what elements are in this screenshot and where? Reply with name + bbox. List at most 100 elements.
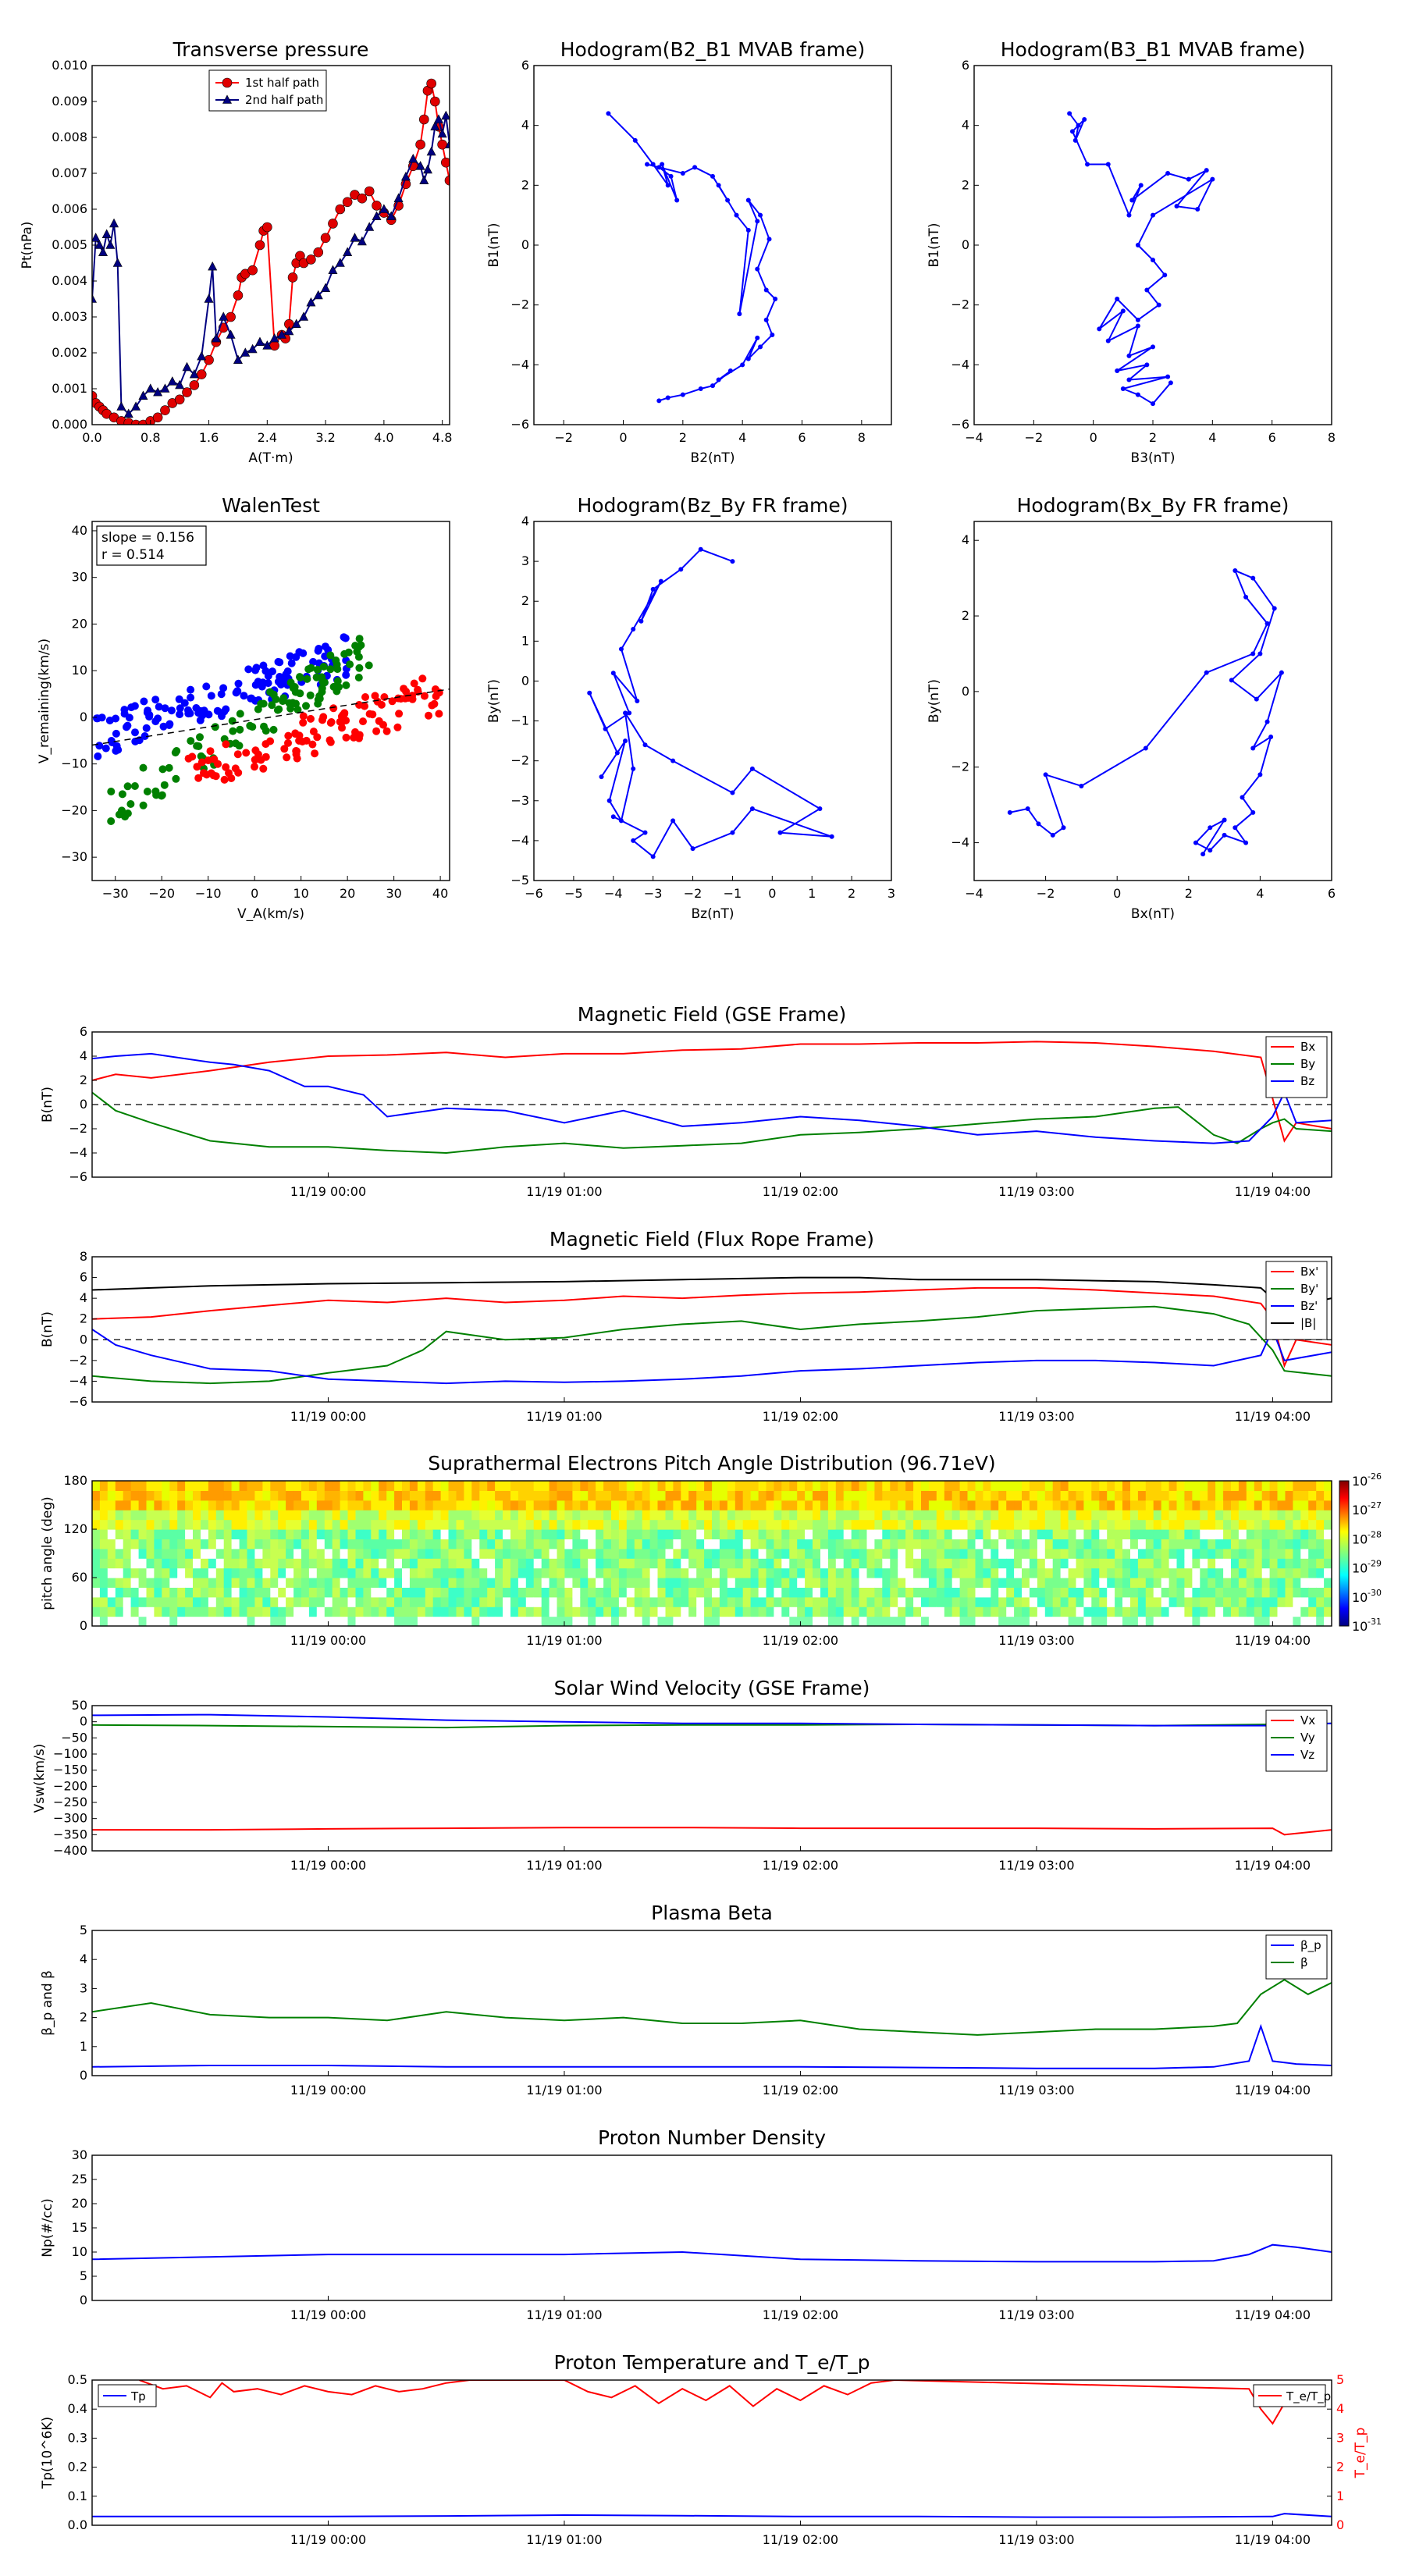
heatmap-cell xyxy=(456,1490,464,1501)
heatmap-cell xyxy=(998,1578,1007,1588)
heatmap-cell xyxy=(1168,1500,1178,1510)
heatmap-cell xyxy=(1068,1548,1077,1559)
heatmap-cell xyxy=(866,1616,875,1627)
heatmap-cell xyxy=(1316,1539,1325,1550)
heatmap-cell xyxy=(1137,1510,1147,1521)
heatmap-cell xyxy=(843,1529,852,1539)
heatmap-cell xyxy=(913,1596,922,1607)
heatmap-cell xyxy=(696,1587,705,1598)
heatmap-cell xyxy=(588,1606,596,1617)
heatmap-cell xyxy=(688,1558,697,1569)
heatmap-cell xyxy=(471,1529,480,1539)
heatmap-cell xyxy=(464,1510,472,1521)
heatmap-cell xyxy=(1083,1529,1092,1539)
heatmap-cell xyxy=(371,1490,379,1501)
heatmap-cell xyxy=(270,1519,279,1530)
heatmap-cell xyxy=(766,1519,774,1530)
heatmap-cell xyxy=(1277,1558,1286,1569)
heatmap-cell xyxy=(851,1578,860,1588)
data-point xyxy=(325,736,334,745)
heatmap-cell xyxy=(316,1481,325,1491)
heatmap-cell xyxy=(580,1510,589,1521)
heatmap-cell xyxy=(1068,1606,1077,1617)
data-point xyxy=(335,258,345,267)
heatmap-cell xyxy=(495,1578,503,1588)
heatmap-cell xyxy=(487,1567,496,1578)
x-tick-label: −1 xyxy=(724,886,742,901)
heatmap-cell xyxy=(495,1567,503,1578)
heatmap-cell xyxy=(115,1519,124,1530)
heatmap-cell xyxy=(1308,1567,1317,1578)
heatmap-cell xyxy=(1215,1606,1224,1617)
heatmap-cell xyxy=(1277,1616,1286,1627)
data-point xyxy=(758,212,763,218)
data-point xyxy=(1043,772,1048,777)
heatmap-cell xyxy=(215,1596,225,1607)
heatmap-cell xyxy=(843,1539,852,1550)
heatmap-cell xyxy=(425,1500,434,1510)
heatmap-cell xyxy=(1014,1519,1023,1530)
x-tick-label: 20 xyxy=(340,886,355,901)
heatmap-cell xyxy=(1060,1500,1069,1510)
heatmap-cell xyxy=(417,1490,426,1501)
heatmap-cell xyxy=(774,1539,782,1550)
heatmap-cell xyxy=(983,1519,991,1530)
data-point xyxy=(251,666,260,674)
data-point xyxy=(160,781,169,789)
heatmap-cell xyxy=(1208,1587,1216,1598)
heatmap-cell xyxy=(525,1500,535,1510)
heatmap-cell xyxy=(983,1548,991,1559)
heatmap-cell xyxy=(742,1500,752,1510)
heatmap-cell xyxy=(193,1578,201,1588)
heatmap-cell xyxy=(1145,1539,1154,1550)
heatmap-cell xyxy=(1200,1578,1208,1588)
data-point xyxy=(1240,795,1245,800)
heatmap-cell xyxy=(557,1519,565,1530)
heatmap-cell xyxy=(177,1500,186,1510)
data-point xyxy=(372,727,381,735)
heatmap-cell xyxy=(1308,1606,1317,1617)
y-tick-label: 5 xyxy=(80,1923,87,1937)
heatmap-cell xyxy=(1006,1606,1015,1617)
heatmap-cell xyxy=(750,1510,759,1521)
heatmap-cell xyxy=(820,1606,829,1617)
heatmap-cell xyxy=(1076,1558,1084,1569)
heatmap-cell xyxy=(649,1567,659,1578)
heatmap-cell xyxy=(673,1596,681,1607)
heatmap-cell xyxy=(936,1539,945,1550)
heatmap-cell xyxy=(208,1587,217,1598)
x-tick-label: −2 xyxy=(554,430,573,445)
x-tick-label: 4.8 xyxy=(432,430,452,445)
data-point xyxy=(138,419,148,425)
heatmap-cell xyxy=(1316,1587,1325,1598)
heatmap-cell xyxy=(185,1606,194,1617)
heatmap-cell xyxy=(704,1481,713,1491)
heatmap-cell xyxy=(789,1490,798,1501)
data-point xyxy=(1268,735,1274,739)
x-tick-label: 6 xyxy=(798,430,806,445)
y-axis-label: Pt(nPa) xyxy=(20,222,35,269)
heatmap-cell xyxy=(301,1548,310,1559)
heatmap-cell xyxy=(1168,1606,1178,1617)
heatmap-cell xyxy=(665,1616,674,1627)
y-tick-label: −400 xyxy=(53,1843,87,1858)
heatmap-cell xyxy=(371,1596,379,1607)
heatmap-cell xyxy=(1052,1578,1062,1588)
heatmap-cell xyxy=(1161,1500,1170,1510)
heatmap-cell xyxy=(223,1567,233,1578)
heatmap-cell xyxy=(789,1548,798,1559)
heatmap-cell xyxy=(316,1558,325,1569)
heatmap-cell xyxy=(146,1529,155,1539)
data-point xyxy=(295,648,304,656)
heatmap-cell xyxy=(1192,1529,1200,1539)
data-point xyxy=(139,763,148,772)
heatmap-cell xyxy=(1277,1529,1286,1539)
heatmap-cell xyxy=(1324,1558,1332,1569)
heatmap-cell xyxy=(162,1510,170,1521)
heatmap-cell xyxy=(681,1596,689,1607)
heatmap-cell xyxy=(1076,1529,1084,1539)
heatmap-cell xyxy=(115,1587,124,1598)
data-point xyxy=(408,153,418,163)
data-point xyxy=(254,336,265,347)
heatmap-cell xyxy=(162,1606,170,1617)
